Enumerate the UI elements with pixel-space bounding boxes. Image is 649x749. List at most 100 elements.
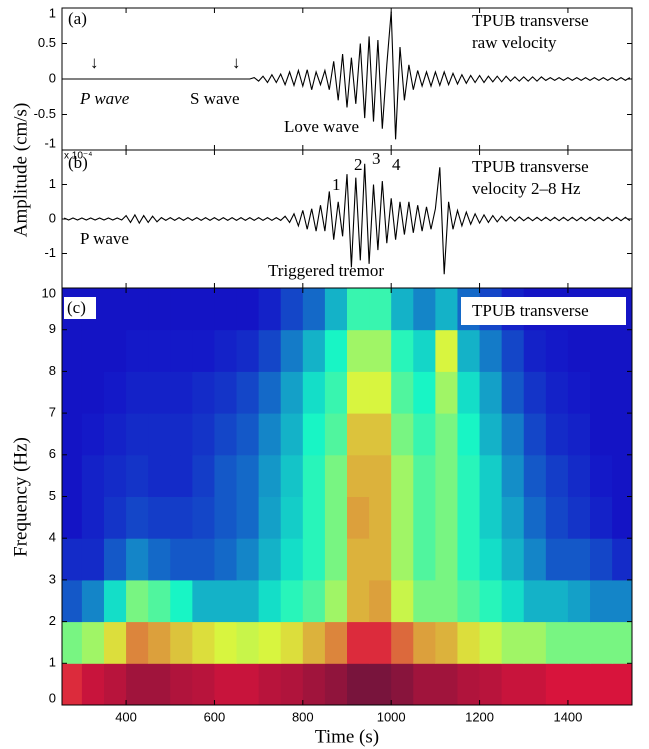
heatmap-cell	[545, 663, 569, 705]
phase-label: S wave	[190, 89, 240, 108]
heatmap-cell	[148, 413, 171, 456]
heatmap-cell	[170, 454, 193, 497]
y-tick-label: 0	[49, 690, 56, 705]
heatmap-cell	[324, 329, 348, 372]
panel-label: (a)	[68, 9, 87, 28]
heatmap-cell	[81, 371, 105, 414]
x-tick-label: 400	[115, 709, 137, 724]
heatmap-cell	[126, 329, 149, 372]
x-tick-label: 600	[204, 709, 226, 724]
heatmap-cell	[347, 454, 370, 497]
arrow: ↓	[232, 53, 241, 72]
heatmap-cell	[236, 329, 260, 372]
heatmap-cell	[148, 663, 171, 705]
heatmap-cell	[413, 663, 436, 705]
annotation: TPUB transverse	[472, 301, 589, 320]
heatmap-cell	[391, 329, 414, 372]
panel-c-plot	[62, 288, 632, 705]
heatmap-cell	[280, 329, 304, 372]
heatmap-cell	[280, 288, 304, 331]
heatmap-cell	[81, 621, 105, 664]
heatmap-cell	[302, 663, 326, 705]
heatmap-cell	[567, 329, 591, 372]
heatmap-cell	[612, 329, 632, 372]
y-axis-label: Frequency (Hz)	[10, 437, 31, 557]
heatmap-cell	[126, 538, 149, 581]
heatmap-cell	[192, 329, 215, 372]
heatmap-cell	[148, 329, 171, 372]
heatmap-cell	[81, 413, 105, 456]
heatmap-cell	[214, 496, 238, 539]
heatmap-cell	[590, 621, 613, 664]
heatmap-cell	[413, 371, 436, 414]
heatmap-cell	[148, 621, 171, 664]
heatmap-cell	[369, 371, 392, 414]
heatmap-cell	[479, 579, 503, 623]
y-tick-label: -1	[44, 135, 56, 150]
heatmap-cell	[324, 288, 348, 331]
x-axis-label: Time (s)	[315, 726, 379, 747]
heatmap-cell	[236, 454, 260, 497]
heatmap-cell	[148, 454, 171, 497]
heatmap-cell	[435, 371, 458, 414]
heatmap-cell	[214, 663, 238, 705]
heatmap-cell	[81, 496, 105, 539]
heatmap-cell	[236, 413, 260, 456]
y-tick-label: -1	[44, 245, 56, 260]
heatmap-cell	[148, 371, 171, 414]
waveform	[64, 11, 631, 140]
heatmap-cell	[62, 454, 83, 497]
heatmap-cell	[523, 621, 547, 664]
heatmap-cell	[391, 538, 414, 581]
heatmap-cell	[148, 496, 171, 539]
heatmap-cell	[280, 663, 304, 705]
y-tick-label: -0.5	[34, 106, 56, 121]
heatmap-cell	[545, 371, 569, 414]
heatmap-cell	[391, 371, 414, 414]
heatmap-cell	[280, 454, 304, 497]
heatmap-cell	[324, 496, 348, 539]
heatmap-cell	[479, 413, 503, 456]
heatmap-cell	[369, 413, 392, 456]
heatmap-cell	[62, 496, 83, 539]
heatmap-cell	[258, 579, 282, 623]
heatmap-cell	[302, 538, 326, 581]
heatmap-cell	[103, 579, 127, 623]
heatmap-cell	[479, 663, 503, 705]
x-tick-label: 1200	[465, 709, 494, 724]
heatmap-cell	[590, 579, 613, 623]
heatmap-cell	[501, 621, 525, 664]
heatmap-cell	[347, 663, 370, 705]
heatmap-cell	[501, 496, 525, 539]
y-tick-label: 9	[49, 321, 56, 336]
heatmap-cell	[170, 621, 193, 664]
heatmap-cell	[192, 371, 215, 414]
heatmap-cell	[302, 371, 326, 414]
panel-label: (c)	[67, 298, 86, 317]
heatmap-cell	[62, 413, 83, 456]
heatmap-cell	[62, 371, 83, 414]
heatmap-cell	[324, 454, 348, 497]
heatmap-cell	[347, 288, 370, 331]
heatmap-cell	[369, 538, 392, 581]
heatmap-cell	[214, 371, 238, 414]
heatmap-cell	[479, 496, 503, 539]
heatmap-cell	[369, 579, 392, 623]
heatmap-cell	[590, 496, 613, 539]
panel-a-plot	[64, 11, 631, 140]
heatmap-cell	[435, 329, 458, 372]
heatmap-cell	[523, 538, 547, 581]
heatmap-cell	[545, 496, 569, 539]
heatmap-cell	[81, 329, 105, 372]
arrow: ↓	[90, 53, 99, 72]
heatmap-cell	[258, 454, 282, 497]
heatmap-cell	[148, 579, 171, 623]
heatmap-cell	[435, 621, 458, 664]
heatmap-cell	[126, 663, 149, 705]
heatmap-cell	[457, 663, 481, 705]
heatmap-cell	[236, 663, 260, 705]
heatmap-cell	[280, 413, 304, 456]
heatmap-cell	[612, 621, 632, 664]
heatmap-cell	[413, 579, 436, 623]
